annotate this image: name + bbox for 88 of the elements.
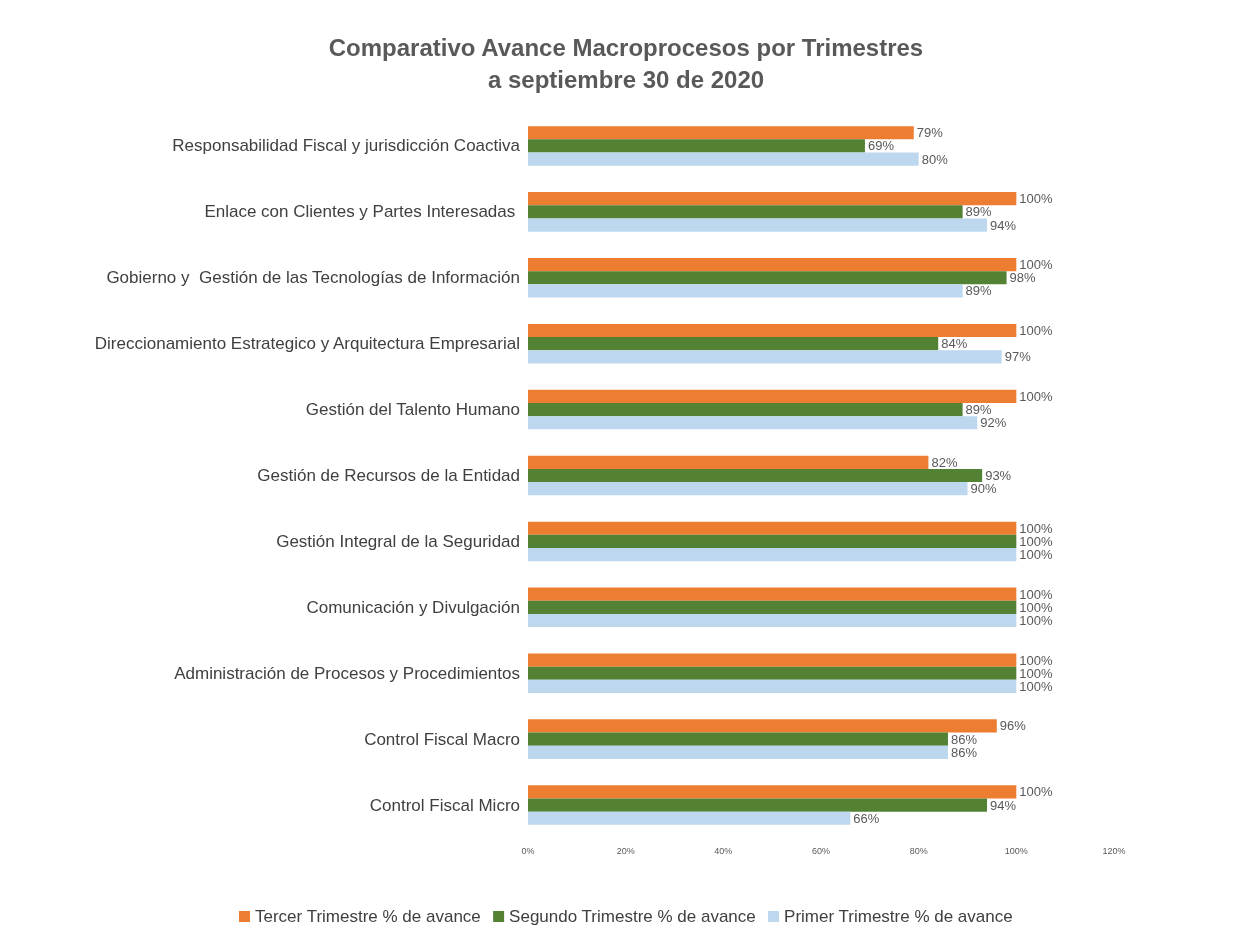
data-label: 100% <box>1019 599 1054 615</box>
legend-label: Tercer Trimestre % de avance <box>255 907 481 926</box>
data-label: 100% <box>1019 257 1054 273</box>
bar <box>528 126 914 140</box>
data-label: 86% <box>950 744 978 760</box>
x-tick-label: 20% <box>616 845 635 856</box>
data-label: 100% <box>1019 665 1054 681</box>
bar <box>528 271 1007 285</box>
data-label: 100% <box>1019 388 1054 404</box>
bar <box>528 218 988 232</box>
data-label: 100% <box>1019 586 1054 602</box>
data-label: 98% <box>1009 270 1037 286</box>
bar <box>528 534 1017 548</box>
bar <box>528 337 939 351</box>
bar <box>528 389 1017 403</box>
bar <box>528 798 988 812</box>
y-tick-label: Control Fiscal Macro <box>364 729 520 749</box>
bar <box>528 284 963 298</box>
bar <box>528 587 1017 601</box>
y-tick-label: Gestión Integral de la Seguridad <box>276 531 520 551</box>
x-tick-label: 120% <box>1102 845 1126 856</box>
bar <box>528 679 1017 693</box>
data-label: 79% <box>916 125 944 141</box>
y-tick-label: Administración de Procesos y Procedimientos <box>174 663 520 683</box>
bar <box>528 521 1017 535</box>
bar <box>528 785 1017 799</box>
chart-title: Comparativo Avance Macroprocesos por Trimestres a septiembre 30 de 2020 <box>328 33 924 93</box>
bar <box>528 323 1017 338</box>
data-label: 100% <box>1019 784 1054 800</box>
data-label: 82% <box>931 454 958 470</box>
data-label: 92% <box>980 415 1007 431</box>
x-tick-label: 60% <box>811 845 831 856</box>
data-label: 100% <box>1019 652 1054 668</box>
y-tick-label: Responsabilidad Fiscal y jurisdicción Coactiva <box>172 136 521 156</box>
bar <box>528 482 968 496</box>
legend-label: Segundo Trimestre % de avance <box>509 907 756 926</box>
bar <box>528 350 1002 364</box>
bar <box>528 613 1017 628</box>
data-label: 89% <box>965 402 993 418</box>
bar <box>528 745 948 759</box>
data-label: 100% <box>1019 533 1054 549</box>
bar <box>528 258 1017 272</box>
bar <box>528 416 978 430</box>
y-tick-label: Gestión de Recursos de la Entidad <box>257 466 520 485</box>
bar <box>528 811 851 825</box>
bar <box>528 205 963 219</box>
bar <box>528 600 1017 614</box>
data-label: 80% <box>921 151 949 167</box>
data-label: 66% <box>853 810 880 826</box>
x-tick-label: 0% <box>521 845 535 856</box>
data-label: 100% <box>1019 520 1054 536</box>
bar <box>528 455 929 469</box>
data-label: 97% <box>1004 349 1032 365</box>
data-label: 100% <box>1019 323 1054 338</box>
data-label: 84% <box>941 336 968 352</box>
data-label: 93% <box>985 468 1012 483</box>
data-label: 96% <box>999 718 1027 734</box>
data-label: 89% <box>965 283 993 299</box>
bar <box>528 192 1017 206</box>
bar <box>528 653 1017 667</box>
x-tick-label: 100% <box>1004 845 1028 856</box>
bar <box>528 468 983 483</box>
bar <box>528 666 1017 680</box>
data-label: 89% <box>965 204 993 220</box>
data-label: 94% <box>990 797 1017 813</box>
bar <box>528 403 963 417</box>
data-label: 100% <box>1019 613 1054 628</box>
y-tick-label: Gestión del Talento Humano <box>305 400 520 420</box>
data-label: 90% <box>970 481 997 497</box>
y-tick-label: Gobierno y Gestión de las Tecnologías de Información <box>106 268 520 288</box>
y-tick-label: Enlace con Clientes y Partes Interesadas <box>204 202 520 222</box>
y-tick-label: Control Fiscal Micro <box>369 795 520 815</box>
data-label: 100% <box>1019 191 1054 207</box>
data-label: 94% <box>990 217 1017 233</box>
x-tick-label: 40% <box>714 845 733 856</box>
bar <box>528 152 919 166</box>
y-tick-label: Direccionamiento Estrategico y Arquitectura Empresarial <box>94 334 520 354</box>
bar <box>528 139 865 153</box>
data-label: 86% <box>950 731 978 747</box>
x-tick-label: 80% <box>909 845 928 856</box>
bar <box>528 548 1017 562</box>
y-tick-label: Comunicación y Divulgación <box>306 597 520 617</box>
data-label: 100% <box>1019 547 1054 563</box>
data-label: 100% <box>1019 678 1054 694</box>
data-label: 69% <box>867 138 895 154</box>
bar <box>528 719 997 733</box>
legend-label: Primer Trimestre % de avance <box>784 907 1013 926</box>
bar <box>528 732 948 746</box>
